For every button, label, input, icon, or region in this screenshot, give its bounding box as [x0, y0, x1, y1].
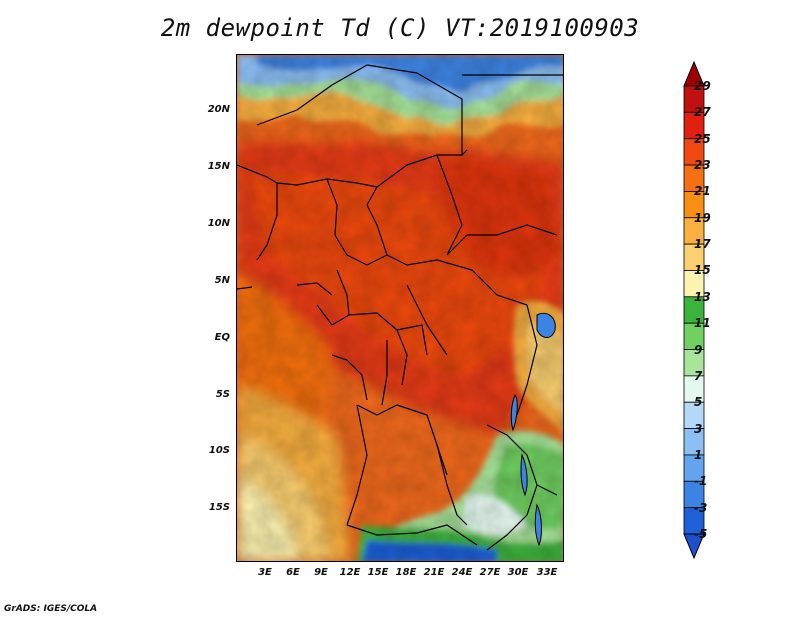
lon-label-33e: 33E	[536, 567, 558, 578]
dewpoint-field	[237, 55, 563, 561]
colorbar-bottom-arrow	[683, 533, 705, 560]
colorbar-label: -5	[694, 527, 708, 541]
colorbar-label: 5	[694, 395, 703, 410]
lat-label-eq: EQ	[214, 332, 230, 343]
lon-label-15e: 15E	[367, 567, 389, 578]
lat-label-15s: 15S	[208, 502, 230, 513]
colorbar-label: 15	[694, 263, 711, 278]
colorbar-label: 21	[694, 184, 711, 199]
lon-label-3e: 3E	[258, 567, 272, 578]
lat-label-5s: 5S	[215, 389, 230, 400]
lat-label-15n: 15N	[207, 161, 230, 172]
lon-label-18e: 18E	[395, 567, 417, 578]
colorbar-label: 19	[694, 210, 711, 225]
country-borders	[237, 64, 563, 551]
lon-label-9e: 9E	[314, 567, 328, 578]
lon-label-27e: 27E	[479, 567, 501, 578]
lat-label-10n: 10N	[207, 218, 230, 229]
colorbar-label: 25	[694, 131, 711, 146]
colorbar-label: -1	[694, 474, 708, 489]
lakes	[510, 312, 556, 547]
colorbar-label: 3	[694, 421, 703, 436]
colorbar-label: 23	[694, 158, 711, 173]
colorbar-label: 27	[694, 105, 711, 120]
colorbar-label: 11	[694, 316, 711, 331]
colorbar-label: 13	[694, 289, 711, 304]
lat-label-5n: 5N	[214, 275, 230, 286]
lon-label-6e: 6E	[286, 567, 300, 578]
lat-label-20n: 20N	[207, 104, 230, 115]
colorbar-label: -3	[694, 500, 708, 515]
dewpoint-map	[236, 54, 564, 562]
colorbar-label: 29	[694, 79, 711, 93]
colorbar	[683, 60, 705, 560]
grads-credit: GrADS: IGES/COLA	[4, 604, 98, 614]
colorbar-label: 9	[694, 342, 703, 357]
lat-label-10s: 10S	[208, 445, 230, 456]
lon-label-12e: 12E	[339, 567, 361, 578]
lon-label-24e: 24E	[451, 567, 473, 578]
lon-label-21e: 21E	[423, 567, 445, 578]
lon-label-30e: 30E	[507, 567, 529, 578]
colorbar-label: 17	[694, 237, 711, 252]
chart-title: 2m dewpoint Td (C) VT:2019100903	[160, 14, 640, 42]
colorbar-label: 1	[694, 447, 703, 462]
colorbar-label: 7	[694, 368, 703, 383]
